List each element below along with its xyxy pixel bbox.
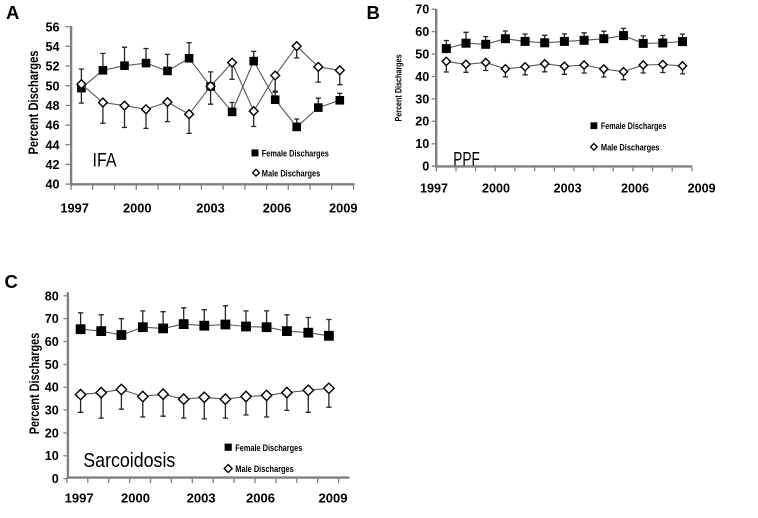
svg-text:2000: 2000	[121, 491, 150, 506]
svg-text:IFA: IFA	[93, 149, 117, 171]
svg-text:Female Discharges: Female Discharges	[601, 121, 667, 131]
svg-text:2009: 2009	[319, 491, 348, 506]
svg-text:B: B	[367, 2, 380, 23]
svg-text:42: 42	[45, 158, 59, 172]
svg-text:54: 54	[45, 40, 59, 54]
svg-text:40: 40	[45, 178, 59, 192]
svg-text:Male Discharges: Male Discharges	[262, 168, 321, 179]
svg-text:40: 40	[45, 381, 59, 395]
svg-text:2006: 2006	[263, 200, 292, 215]
svg-text:50: 50	[45, 358, 59, 372]
svg-text:2009: 2009	[688, 181, 716, 196]
svg-text:20: 20	[415, 115, 429, 129]
svg-text:A: A	[6, 2, 19, 23]
svg-text:52: 52	[45, 60, 59, 74]
svg-text:Percent Discharges: Percent Discharges	[26, 51, 41, 155]
svg-text:2003: 2003	[196, 200, 225, 215]
svg-text:60: 60	[45, 335, 59, 349]
svg-text:80: 80	[45, 289, 59, 303]
svg-text:70: 70	[45, 312, 59, 326]
svg-text:70: 70	[415, 3, 429, 17]
svg-text:46: 46	[45, 119, 59, 133]
svg-text:2003: 2003	[187, 491, 216, 506]
svg-text:1997: 1997	[420, 181, 448, 196]
svg-text:0: 0	[52, 472, 59, 486]
svg-text:2009: 2009	[329, 200, 358, 215]
svg-text:Male Discharges: Male Discharges	[235, 464, 293, 475]
svg-text:C: C	[5, 271, 18, 292]
svg-text:48: 48	[45, 99, 59, 113]
svg-text:1997: 1997	[60, 200, 89, 215]
svg-text:0: 0	[422, 160, 429, 174]
svg-text:44: 44	[45, 138, 59, 152]
svg-text:Sarcoidosis: Sarcoidosis	[83, 449, 175, 472]
svg-text:2000: 2000	[123, 200, 152, 215]
svg-text:2000: 2000	[482, 181, 510, 196]
svg-text:30: 30	[415, 92, 429, 106]
svg-text:10: 10	[415, 137, 429, 151]
svg-text:Female Discharges: Female Discharges	[235, 443, 302, 454]
svg-text:50: 50	[45, 79, 59, 93]
svg-text:Percent Discharges: Percent Discharges	[27, 333, 42, 435]
svg-text:10: 10	[45, 449, 59, 463]
svg-text:1997: 1997	[65, 491, 94, 506]
svg-text:2006: 2006	[246, 491, 275, 506]
svg-text:Percent Discharges: Percent Discharges	[394, 55, 404, 122]
svg-text:56: 56	[45, 20, 59, 34]
svg-text:40: 40	[415, 70, 429, 84]
svg-text:30: 30	[45, 404, 59, 418]
svg-text:PPF: PPF	[453, 148, 480, 170]
svg-text:2006: 2006	[621, 181, 649, 196]
svg-text:Male Discharges: Male Discharges	[601, 142, 660, 152]
svg-text:50: 50	[415, 47, 429, 61]
svg-text:2003: 2003	[554, 181, 582, 196]
svg-text:20: 20	[45, 426, 59, 440]
svg-text:Female Discharges: Female Discharges	[262, 149, 329, 160]
svg-text:60: 60	[415, 25, 429, 39]
